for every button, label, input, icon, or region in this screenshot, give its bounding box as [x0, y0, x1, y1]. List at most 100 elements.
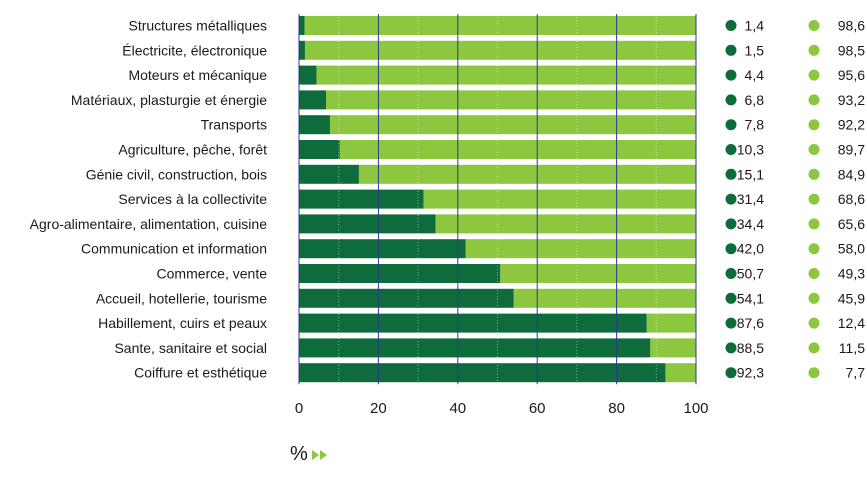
value-dot-dark: [725, 119, 737, 131]
value-dot-dark: [725, 193, 737, 205]
bar-segment-light: [665, 363, 696, 383]
value-label-dark: 31,4: [737, 191, 764, 207]
value-dot-dark: [725, 367, 737, 379]
value-dot-light: [808, 243, 820, 255]
x-tick-label: 80: [608, 400, 625, 417]
value-dot-light: [808, 342, 820, 354]
category-label: Matériaux, plasturgie et énergie: [71, 92, 267, 108]
bar-segment-dark: [299, 288, 514, 308]
category-label: Services à la collectivite: [118, 191, 267, 207]
double-arrow-icon: [312, 450, 327, 460]
bar-segment-dark: [299, 115, 330, 135]
bar-segment-light: [304, 40, 696, 60]
value-dot-light: [808, 268, 820, 279]
category-label: Moteurs et mécanique: [128, 67, 267, 83]
category-label: Agro-alimentaire, alimentation, cuisine: [30, 216, 268, 232]
bar-segment-dark: [299, 40, 305, 60]
value-label-light: 11,5: [839, 340, 865, 356]
bar-segment-dark: [299, 264, 501, 283]
value-dot-dark: [725, 342, 737, 354]
value-label-light: 98,5: [838, 42, 865, 58]
bar-segment-dark: [299, 140, 340, 159]
category-label: Accueil, hotellerie, tourisme: [96, 290, 267, 306]
value-label-light: 58,0: [838, 241, 865, 257]
value-label-light: 68,6: [838, 191, 865, 207]
bar-segment-dark: [299, 363, 666, 383]
value-label-dark: 1,5: [745, 42, 765, 58]
bar-segment-light: [646, 313, 696, 333]
unit-label: %: [290, 443, 308, 465]
x-tick-labels-group: 0 20 40 60 80 100: [295, 400, 709, 417]
value-dot-light: [808, 168, 820, 180]
bar-segment-dark: [299, 214, 436, 234]
category-label: Commerce, vente: [157, 266, 268, 282]
category-label: Génie civil, construction, bois: [86, 166, 267, 182]
value-label-light: 45,9: [838, 290, 865, 306]
bar-segment-light: [435, 214, 696, 234]
value-dot-light: [808, 144, 820, 155]
value-dot-light: [808, 193, 820, 205]
value-dot-dark: [725, 144, 737, 155]
category-label: Communication et information: [81, 241, 267, 257]
bar-segment-light: [465, 239, 696, 259]
bar-segment-light: [513, 288, 696, 308]
value-dot-light: [808, 69, 820, 81]
bar-segment-dark: [299, 189, 424, 209]
category-labels-group: Structures métalliques Électricite, élect…: [30, 18, 268, 381]
x-tick-label: 40: [449, 400, 466, 417]
value-label-light: 49,3: [838, 266, 865, 282]
value-label-dark: 50,7: [737, 266, 764, 282]
x-tick-label: 0: [295, 400, 303, 417]
bar-segment-dark: [299, 90, 326, 110]
value-dot-light: [808, 292, 820, 304]
value-dot-dark: [725, 218, 737, 230]
value-label-dark: 10,3: [737, 142, 764, 158]
bar-segment-dark: [299, 313, 647, 333]
category-label: Sante, sanitaire et social: [114, 340, 267, 356]
bar-segment-light: [304, 16, 696, 35]
bar-segment-dark: [299, 164, 359, 184]
value-label-light: 12,4: [838, 315, 865, 331]
x-tick-label: 100: [683, 400, 708, 417]
category-label: Coiffure et esthétique: [134, 365, 267, 381]
value-dot-dark: [725, 317, 737, 329]
value-dot-light: [808, 218, 820, 230]
bar-segment-dark: [299, 16, 305, 35]
value-label-dark: 7,8: [745, 117, 765, 133]
bar-segment-light: [316, 65, 696, 85]
bar-segment-light: [500, 264, 696, 283]
bar-segment-light: [358, 164, 696, 184]
value-dot-light: [808, 94, 820, 106]
value-label-light: 7,7: [846, 365, 866, 381]
value-dot-light: [808, 367, 820, 379]
category-label: Agriculture, pêche, forêt: [118, 142, 267, 158]
value-dot-light: [808, 317, 820, 329]
value-dot-light: [808, 20, 820, 31]
value-label-dark: 54,1: [737, 290, 764, 306]
value-label-light: 65,6: [838, 216, 865, 232]
value-label-light: 93,2: [838, 92, 865, 108]
bars-group: [299, 16, 696, 383]
value-columns-group: 1,4 98,6 1,5 98,5 4,4 95,6 6,8 93,2 7,8 92,2 10,3 8…: [725, 18, 866, 381]
x-tick-label: 20: [370, 400, 387, 417]
value-dot-dark: [725, 69, 737, 81]
value-label-dark: 88,5: [737, 340, 764, 356]
value-dot-dark: [725, 292, 737, 304]
value-label-light: 95,6: [838, 67, 865, 83]
category-label: Habillement, cuirs et peaux: [98, 315, 267, 331]
value-label-light: 89,7: [838, 142, 865, 158]
value-label-dark: 1,4: [745, 18, 765, 34]
value-label-dark: 15,1: [737, 166, 764, 182]
value-dot-dark: [725, 168, 737, 180]
value-label-dark: 4,4: [745, 67, 765, 83]
value-dot-dark: [725, 44, 737, 56]
bar-segment-light: [423, 189, 696, 209]
value-label-dark: 92,3: [737, 365, 764, 381]
value-label-light: 84,9: [838, 166, 865, 182]
value-label-light: 92,2: [838, 117, 865, 133]
bar-segment-dark: [299, 338, 651, 358]
bar-segment-dark: [299, 239, 466, 259]
value-dot-light: [808, 119, 820, 131]
value-dot-dark: [725, 94, 737, 106]
